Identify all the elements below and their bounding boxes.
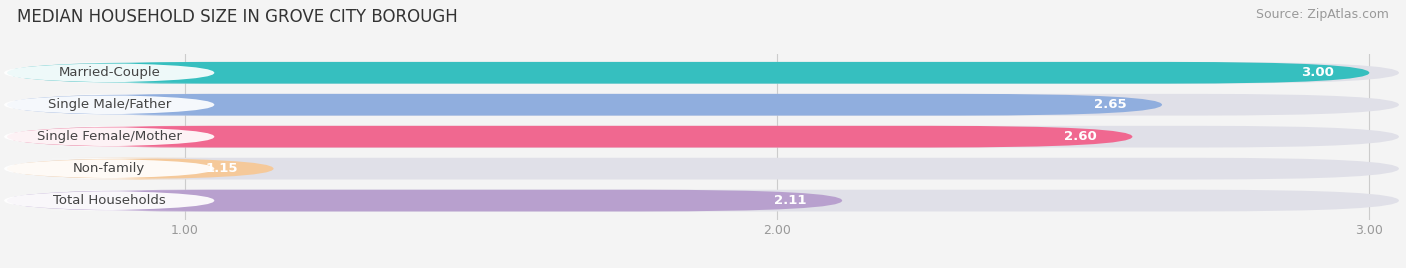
- Text: 3.00: 3.00: [1301, 66, 1334, 79]
- FancyBboxPatch shape: [4, 126, 214, 147]
- Text: Married-Couple: Married-Couple: [58, 66, 160, 79]
- FancyBboxPatch shape: [4, 95, 214, 115]
- FancyBboxPatch shape: [4, 158, 214, 179]
- FancyBboxPatch shape: [7, 94, 1399, 116]
- FancyBboxPatch shape: [7, 190, 1399, 211]
- Text: Single Female/Mother: Single Female/Mother: [37, 130, 181, 143]
- Text: 2.11: 2.11: [775, 194, 807, 207]
- FancyBboxPatch shape: [7, 158, 274, 180]
- FancyBboxPatch shape: [7, 94, 1161, 116]
- Text: Source: ZipAtlas.com: Source: ZipAtlas.com: [1256, 8, 1389, 21]
- Text: 2.65: 2.65: [1094, 98, 1126, 111]
- Text: 2.60: 2.60: [1064, 130, 1097, 143]
- FancyBboxPatch shape: [4, 190, 214, 211]
- FancyBboxPatch shape: [7, 126, 1132, 148]
- Text: 1.15: 1.15: [205, 162, 238, 175]
- FancyBboxPatch shape: [7, 62, 1399, 84]
- FancyBboxPatch shape: [7, 190, 842, 211]
- Text: Total Households: Total Households: [53, 194, 166, 207]
- FancyBboxPatch shape: [7, 126, 1399, 148]
- Text: Single Male/Father: Single Male/Father: [48, 98, 172, 111]
- FancyBboxPatch shape: [7, 158, 1399, 180]
- Text: MEDIAN HOUSEHOLD SIZE IN GROVE CITY BOROUGH: MEDIAN HOUSEHOLD SIZE IN GROVE CITY BORO…: [17, 8, 457, 26]
- FancyBboxPatch shape: [7, 62, 1369, 84]
- Text: Non-family: Non-family: [73, 162, 145, 175]
- FancyBboxPatch shape: [4, 62, 214, 83]
